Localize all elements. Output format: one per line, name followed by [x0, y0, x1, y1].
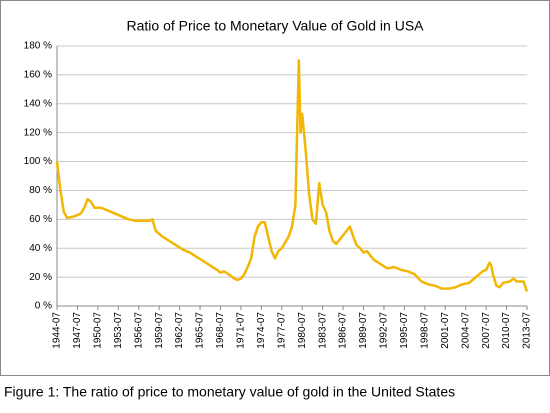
x-tick-label: 1998-07	[419, 312, 430, 349]
x-tick-label: 2010-07	[501, 312, 512, 349]
x-tick-label: 1950-07	[93, 312, 104, 349]
x-tick-label: 2004-07	[460, 312, 471, 349]
x-tick-label: 1956-07	[133, 312, 144, 349]
y-tick-label: 100 %	[24, 156, 52, 167]
x-tick-label: 1974-07	[256, 312, 267, 349]
x-tick-label: 1962-07	[174, 312, 185, 349]
x-tick-label: 1959-07	[154, 312, 165, 349]
y-tick-label: 20 %	[29, 272, 52, 283]
y-tick-label: 40 %	[29, 243, 52, 254]
data-line	[55, 59, 529, 292]
x-tick-label: 2001-07	[440, 312, 451, 349]
x-tick-label: 1971-07	[236, 312, 247, 349]
x-tick-label: 2007-07	[481, 312, 492, 349]
x-tick-label: 1947-07	[72, 312, 83, 349]
x-tick-label: 2013-07	[522, 312, 533, 349]
x-tick-label: 1992-07	[379, 312, 390, 349]
y-tick-label: 160 %	[24, 70, 52, 81]
x-tick-label: 1944-07	[52, 312, 63, 349]
y-tick-label: 140 %	[24, 98, 52, 109]
chart-title: Ratio of Price to Monetary Value of Gold…	[127, 18, 425, 34]
x-tick-label: 1986-07	[338, 312, 349, 349]
y-tick-label: 60 %	[29, 214, 52, 225]
x-tick-label: 1953-07	[113, 312, 124, 349]
y-tick-label: 180 %	[24, 41, 52, 52]
x-tick-label: 1977-07	[276, 312, 287, 349]
y-tick-label: 120 %	[24, 127, 52, 138]
y-tick-label: 0 %	[35, 301, 52, 312]
caption: Figure 1: The ratio of price to monetary…	[4, 384, 455, 400]
chart-frame	[0, 0, 550, 376]
x-tick-label: 1968-07	[215, 312, 226, 349]
x-tick-label: 1995-07	[399, 312, 410, 349]
y-tick-label: 80 %	[29, 185, 52, 196]
x-tick-label: 1980-07	[297, 312, 308, 349]
x-tick-label: 1983-07	[317, 312, 328, 349]
x-tick-label: 1965-07	[195, 312, 206, 349]
x-tick-label: 1989-07	[358, 312, 369, 349]
